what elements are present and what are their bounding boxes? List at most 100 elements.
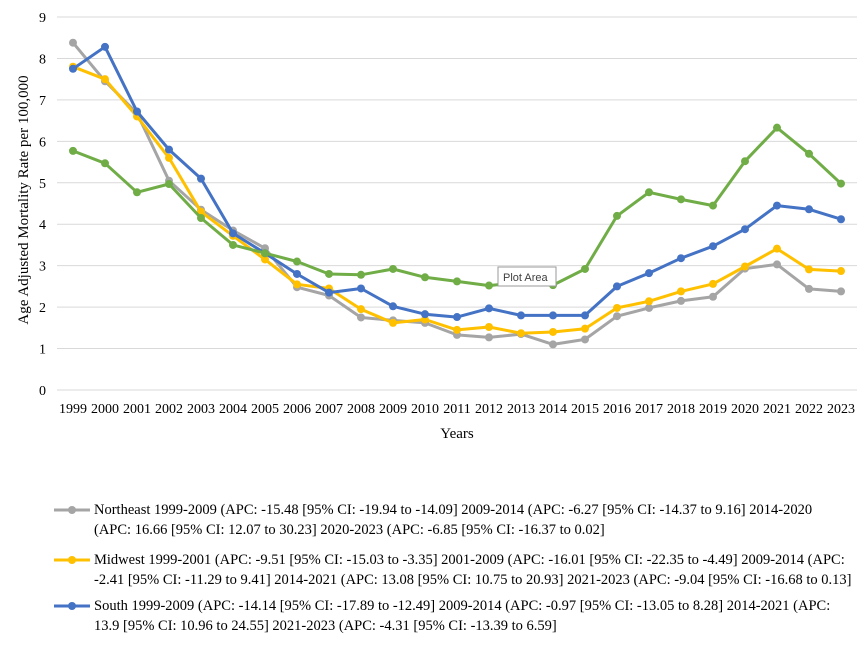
x-tick-label: 2000 xyxy=(91,402,119,417)
y-tick-label: 9 xyxy=(39,11,46,26)
data-point-west xyxy=(261,249,269,258)
data-point-west xyxy=(389,264,397,273)
series-lines xyxy=(69,38,845,349)
legend-marker-midwest xyxy=(54,556,90,564)
x-tick-label: 2005 xyxy=(251,402,279,417)
data-point-south xyxy=(485,304,493,313)
line-chart: 0 1 2 3 4 5 6 7 8 9 1999 2000 2001 2002 2003 2004 2005 2… xyxy=(16,11,857,442)
data-point-south xyxy=(517,311,525,320)
data-point-south xyxy=(805,205,813,214)
data-point-northeast xyxy=(357,313,365,322)
data-point-northeast xyxy=(837,287,845,296)
x-tick-label: 2010 xyxy=(411,402,439,417)
data-point-midwest xyxy=(741,262,749,271)
y-tick-label: 4 xyxy=(39,218,46,233)
data-point-west xyxy=(741,157,749,166)
x-tick-label: 2022 xyxy=(795,402,823,417)
data-point-south xyxy=(549,311,557,320)
data-point-west xyxy=(837,179,845,188)
x-tick-label: 2021 xyxy=(763,402,791,417)
y-tick-label: 5 xyxy=(39,177,46,192)
data-point-west xyxy=(293,257,301,266)
legend-marker-northeast xyxy=(54,506,90,514)
data-point-west xyxy=(133,188,141,197)
data-point-midwest xyxy=(101,75,109,84)
data-point-midwest xyxy=(709,279,717,288)
data-point-west xyxy=(101,159,109,168)
data-point-south xyxy=(421,310,429,319)
data-point-south xyxy=(389,302,397,311)
data-point-midwest xyxy=(293,280,301,289)
plot-area-tooltip: Plot Area xyxy=(497,266,557,287)
x-tick-label: 2018 xyxy=(667,402,695,417)
data-point-midwest xyxy=(805,265,813,274)
data-point-south xyxy=(197,174,205,183)
y-tick-label: 8 xyxy=(39,52,46,67)
data-point-midwest xyxy=(677,287,685,296)
y-tick-label: 6 xyxy=(39,135,46,150)
data-point-northeast xyxy=(485,333,493,342)
x-tick-label: 2009 xyxy=(379,402,407,417)
data-point-south xyxy=(741,225,749,234)
data-point-midwest xyxy=(485,323,493,332)
series-midwest xyxy=(69,62,845,338)
data-point-south xyxy=(613,282,621,291)
x-axis-label: Years xyxy=(440,426,474,442)
data-point-west xyxy=(421,273,429,282)
x-tick-label: 2002 xyxy=(155,402,183,417)
x-tick-label: 2007 xyxy=(315,402,343,417)
data-point-west xyxy=(709,201,717,210)
data-point-northeast xyxy=(709,292,717,301)
y-tick-label: 0 xyxy=(39,384,46,399)
legend-entry-northeast: Northeast 1999-2009 (APC: -15.48 [95% CI… xyxy=(52,500,852,540)
data-point-south xyxy=(293,269,301,278)
legend-label-northeast: Northeast 1999-2009 (APC: -15.48 [95% CI… xyxy=(94,502,813,538)
data-point-west xyxy=(613,211,621,220)
data-point-west xyxy=(197,214,205,223)
data-point-west xyxy=(357,270,365,279)
series-northeast xyxy=(69,38,845,349)
data-point-northeast xyxy=(69,38,77,47)
legend-entry-midwest: Midwest 1999-2001 (APC: -9.51 [95% CI: -… xyxy=(52,550,852,590)
data-point-west xyxy=(773,123,781,132)
series-line-west xyxy=(71,126,843,288)
data-point-midwest xyxy=(773,244,781,253)
x-tick-label: 2012 xyxy=(475,402,503,417)
x-tick-label: 2019 xyxy=(699,402,727,417)
x-tick-label: 2020 xyxy=(731,402,759,417)
data-point-south xyxy=(453,313,461,322)
data-point-midwest xyxy=(261,255,269,264)
data-point-midwest xyxy=(517,329,525,338)
data-point-midwest xyxy=(357,305,365,314)
data-point-northeast xyxy=(677,296,685,305)
data-point-midwest xyxy=(613,303,621,312)
x-tick-label: 2004 xyxy=(219,402,247,417)
data-point-west xyxy=(229,240,237,249)
x-tick-label: 2016 xyxy=(603,402,631,417)
data-point-midwest xyxy=(581,324,589,333)
data-point-west xyxy=(165,180,173,189)
data-point-west xyxy=(645,188,653,197)
tooltip-box xyxy=(497,266,557,287)
data-point-south xyxy=(165,145,173,154)
data-point-northeast xyxy=(613,312,621,321)
legend: Northeast 1999-2009 (APC: -15.48 [95% CI… xyxy=(52,500,852,642)
y-tick-label: 3 xyxy=(39,260,46,275)
data-point-west xyxy=(677,195,685,204)
data-point-west xyxy=(325,269,333,278)
x-tick-label: 2011 xyxy=(443,402,470,417)
x-axis-ticks: 1999 2000 2001 2002 2003 2004 2005 2006 2007 2008… xyxy=(59,402,855,417)
y-axis-label: Age Adjusted Mortality Rate per 100,000 xyxy=(16,75,32,324)
data-point-midwest xyxy=(837,267,845,276)
x-tick-label: 2013 xyxy=(507,402,535,417)
data-point-northeast xyxy=(773,260,781,269)
data-point-south xyxy=(645,269,653,278)
data-point-south xyxy=(69,64,77,73)
tooltip-text: Plot Area xyxy=(503,272,549,284)
data-point-west xyxy=(453,277,461,286)
data-point-midwest xyxy=(165,153,173,162)
series-line-northeast xyxy=(71,41,843,346)
data-point-south xyxy=(677,254,685,263)
x-tick-label: 2017 xyxy=(635,402,663,417)
legend-marker-south xyxy=(54,602,90,610)
